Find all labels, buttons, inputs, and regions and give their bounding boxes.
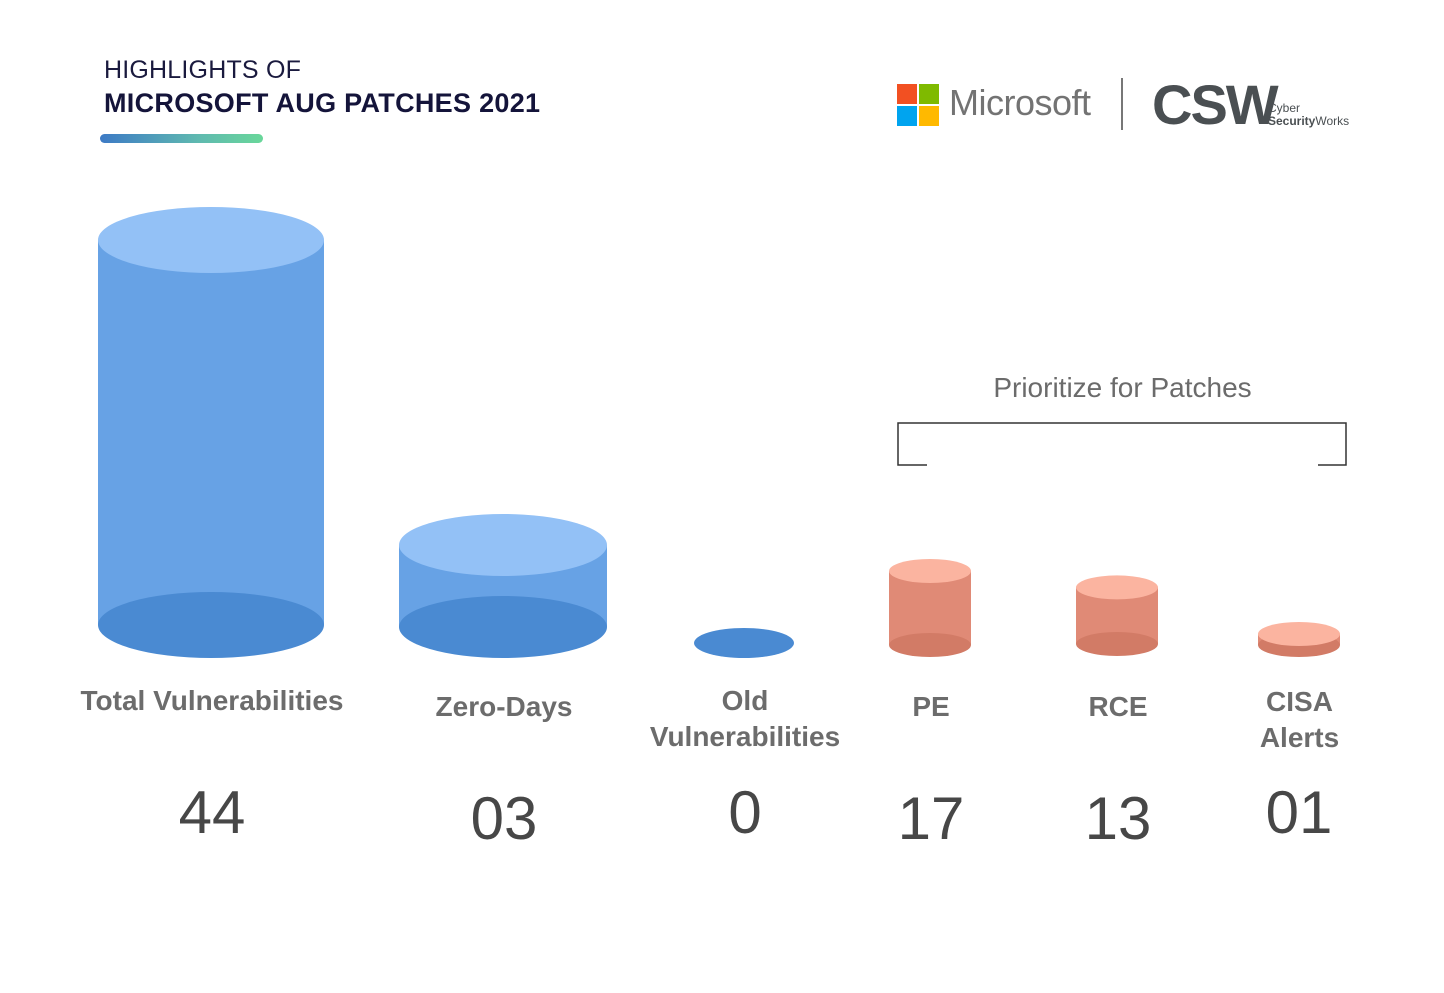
value-label-zero-days: 03 [470, 785, 538, 852]
bar-top [98, 207, 324, 273]
bar-base [399, 596, 607, 658]
csw-logo-securityworks: SecurityWorks [1268, 114, 1349, 128]
csw-logo-works: Works [1315, 114, 1350, 128]
bar-top [1258, 622, 1340, 646]
category-label-rce: RCE [1088, 691, 1148, 722]
value-label-total: 44 [178, 779, 246, 846]
bar-top [1076, 575, 1158, 600]
bar-base [98, 592, 324, 658]
category-label-cisa: CISA Alerts [1259, 686, 1340, 753]
ms-square-red [897, 84, 917, 104]
ms-square-green [919, 84, 939, 104]
bar-base [1076, 632, 1158, 656]
bar-zero-days [399, 514, 607, 658]
bar-pe [889, 559, 971, 657]
csw-logo-cyber: Cyber [1268, 101, 1301, 115]
category-label-zero-days: Zero-Days [435, 691, 573, 722]
csw-logo-security: Security [1268, 114, 1316, 128]
logo-divider [1121, 78, 1123, 130]
chart-title-line1: HIGHLIGHTS OF [104, 56, 302, 84]
bar-body [98, 240, 324, 625]
bar-body [889, 571, 971, 645]
ms-square-yellow [919, 106, 939, 126]
bar-total-vulnerabilities [98, 207, 324, 658]
microsoft-logo-icon [897, 84, 939, 126]
bar-rce [1076, 575, 1158, 656]
bar-zero-disc [694, 628, 794, 658]
bar-old-vulnerabilities [694, 628, 794, 658]
csw-logo-mark: CSW [1152, 73, 1279, 136]
value-label-pe: 17 [897, 785, 965, 852]
prioritize-bracket [897, 422, 1347, 466]
title-underline-bar [100, 134, 263, 143]
bar-top [889, 559, 971, 583]
value-label-old: 0 [728, 779, 762, 846]
category-label-old: Old Vulnerabilities [649, 685, 841, 752]
bar-cisa-alerts [1258, 622, 1340, 657]
prioritize-label: Prioritize for Patches [993, 372, 1252, 403]
value-label-cisa: 01 [1265, 779, 1333, 846]
bar-top [399, 514, 607, 576]
microsoft-wordmark: Microsoft [949, 82, 1091, 123]
ms-square-blue [897, 106, 917, 126]
category-label-pe: PE [912, 691, 950, 722]
bar-base [889, 633, 971, 657]
value-label-rce: 13 [1084, 785, 1152, 852]
category-label-total: Total Vulnerabilities [80, 685, 344, 716]
chart-title-line2: MICROSOFT AUG PATCHES 2021 [104, 88, 541, 118]
